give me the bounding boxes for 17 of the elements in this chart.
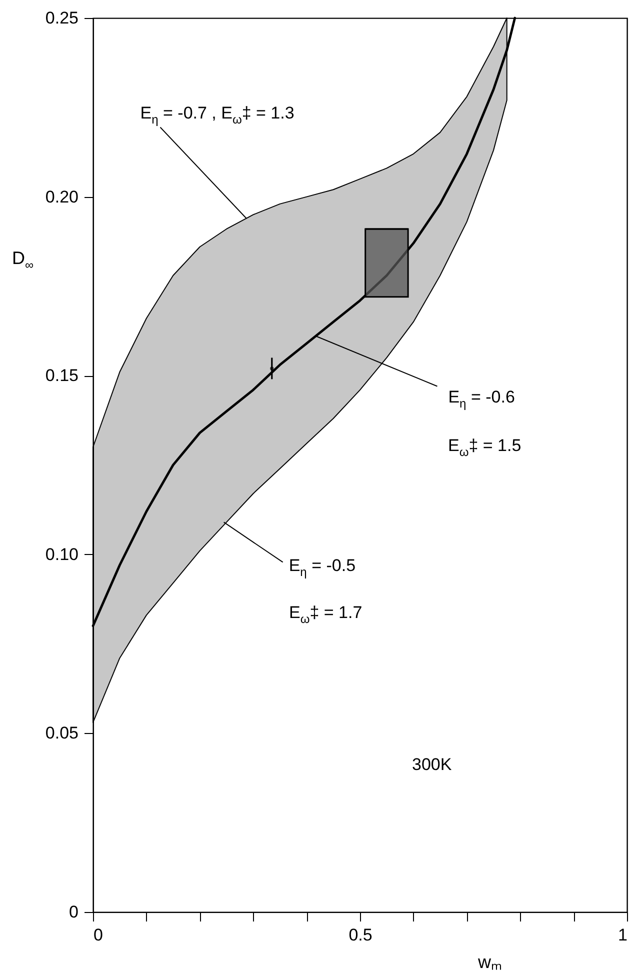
y-tick-label: 0.10	[45, 544, 78, 564]
x-tick-label: 1	[618, 926, 628, 944]
y-tick-label: 0.25	[45, 8, 78, 28]
annotation: E$_{ω}$‡ = 1.5	[448, 436, 522, 459]
annotation: 300K	[412, 755, 452, 774]
y-tick-label: 0.20	[45, 187, 78, 206]
annotation: E$_{η}$ = -0.5	[288, 556, 356, 580]
annotation: E$_{ω}$‡ = 1.7	[289, 603, 362, 626]
annotation: E$_{η}$ = -0.6	[448, 387, 515, 410]
y-tick-label: 0.15	[45, 366, 78, 386]
y-tick-label: 0	[69, 902, 78, 922]
x-axis-title: wₘ	[477, 952, 502, 972]
x-tick-label: 0	[94, 926, 103, 944]
annotation: E$_{η}$ = -0.7 , E$_{ω}$‡ = 1.3	[140, 103, 294, 126]
x-tick-label: 0.5	[348, 926, 372, 944]
y-tick-label: 0.05	[45, 724, 78, 743]
y-axis-title: D$_{∞}$	[12, 248, 34, 272]
